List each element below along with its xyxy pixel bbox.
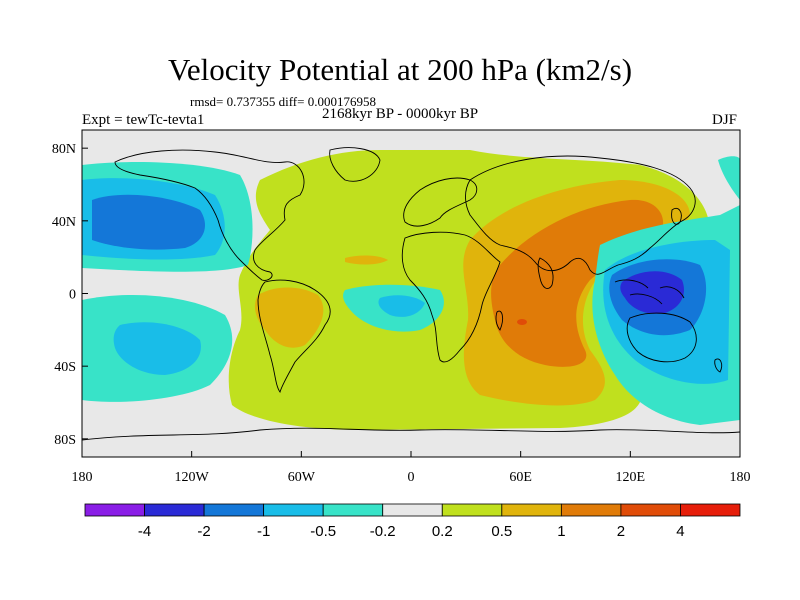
contour-fill-neg-mid-atl <box>378 295 425 317</box>
contour-fill-pos-mid-sa <box>254 287 324 348</box>
coastline-madagascar <box>495 310 504 331</box>
period-text: 2168kyr BP - 0000kyr BP <box>322 106 479 122</box>
coastline-europe <box>403 177 478 227</box>
colorbar-swatch <box>620 503 681 517</box>
coastline-antarctica <box>82 427 740 441</box>
colorbar-swatch <box>203 503 265 517</box>
contour-fill-neg-low-ne <box>718 156 740 200</box>
x-tick-label: 60E <box>509 470 532 485</box>
season-label: DJF <box>712 112 738 128</box>
x-tick-label: 180 <box>730 470 751 485</box>
colorbar-swatch <box>441 503 503 517</box>
map-title: Velocity Potential at 200 hPa (km2/s) <box>167 52 633 87</box>
colorbar-swatch <box>382 503 443 517</box>
x-tick-label: 180 <box>72 470 93 485</box>
coastline-new-zealand <box>714 358 723 373</box>
colorbar-label: 4 <box>676 523 684 540</box>
x-tick-label: 60W <box>288 470 316 485</box>
coastline-greenland <box>329 147 381 182</box>
colorbar: -4 -2 -1 -0.5 -0.2 0.2 0.5 1 2 4 <box>84 503 741 540</box>
contour-fill-neg-high-pac <box>92 194 205 250</box>
colorbar-swatch <box>501 503 562 517</box>
experiment-label: Expt = tewTc-tevta1 <box>82 112 205 128</box>
x-tick-label: 0 <box>408 470 415 485</box>
x-tick-label: 120E <box>616 470 646 485</box>
colorbar-label: 2 <box>617 523 625 540</box>
colorbar-label: -4 <box>138 523 151 540</box>
coastline-south-america <box>257 279 331 394</box>
coastline-india <box>537 257 554 289</box>
colorbar-label: -0.5 <box>310 523 336 540</box>
y-tick-label: 0 <box>69 288 76 303</box>
colorbar-swatch <box>560 503 622 517</box>
y-tick-label: 40S <box>54 360 76 375</box>
latitude-axis: 80N 40N 0 40S 80S <box>52 142 88 448</box>
contour-fill-pos-mid-atl <box>345 255 388 265</box>
colorbar-label: 1 <box>557 523 565 540</box>
contour-fill-neg-mid-spac <box>113 322 201 375</box>
colorbar-label: -2 <box>197 523 210 540</box>
y-tick-label: 80N <box>52 142 76 157</box>
x-tick-label: 120W <box>175 470 210 485</box>
coastline-maritime-continent <box>614 279 685 305</box>
velocity-potential-field <box>82 130 740 457</box>
colorbar-swatch <box>84 503 145 517</box>
contour-fill-pos-peak <box>517 319 527 325</box>
colorbar-swatch <box>144 503 205 517</box>
longitude-axis: 180 120W 60W 0 60E 120E 180 <box>72 451 751 485</box>
coastline-north-america <box>114 149 305 281</box>
y-tick-label: 40N <box>52 215 76 230</box>
coastline-asia <box>465 155 696 275</box>
coastline-australia <box>626 312 697 363</box>
colorbar-swatch <box>680 503 741 517</box>
coastline-africa <box>401 231 501 363</box>
colorbar-swatch <box>263 503 324 517</box>
colorbar-swatch <box>322 503 384 517</box>
contour-fill-neg-peak-wp <box>620 271 685 314</box>
y-tick-label: 80S <box>54 433 76 448</box>
colorbar-label: 0.2 <box>432 523 453 540</box>
colorbar-label: -0.2 <box>370 523 396 540</box>
colorbar-label: 0.5 <box>491 523 512 540</box>
coastlines <box>82 147 740 441</box>
stats-text: rmsd= 0.737355 diff= 0.000176958 <box>190 94 376 109</box>
coastline-japan <box>671 207 682 225</box>
colorbar-label: -1 <box>257 523 270 540</box>
